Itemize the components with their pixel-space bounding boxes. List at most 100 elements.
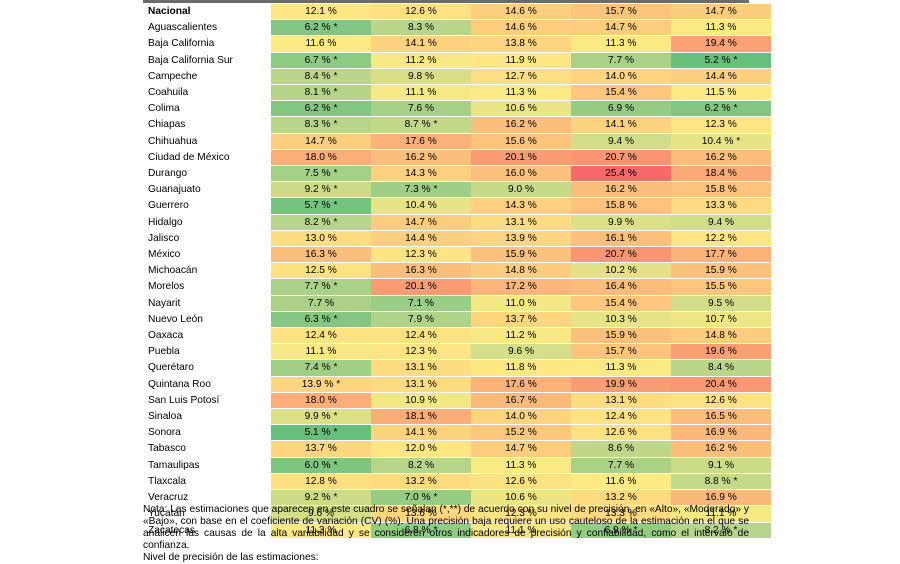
value-cell: 12.3 % xyxy=(471,505,571,523)
value-cell: 16.2 % xyxy=(571,181,671,199)
table-row: Baja California Sur 6.7 % * 11.2 % 11.9 % 7.… xyxy=(143,52,771,69)
value-cell: 11.3 % xyxy=(571,359,671,377)
value-cell: 14.1 % xyxy=(371,424,471,442)
value-cell: 14.0 % xyxy=(471,408,571,426)
value-cell: 15.7 % xyxy=(571,4,671,21)
value-cell: 14.4 % xyxy=(371,230,471,248)
value-cell: 12.6 % xyxy=(471,473,571,491)
value-cell: 8.3 % xyxy=(371,19,471,37)
table-row: Morelos 7.7 % * 20.1 % 17.2 % 16.4 % 15.5 % xyxy=(143,278,771,296)
value-cell: 13.8 % xyxy=(471,35,571,53)
value-cell: 11.2 % xyxy=(371,52,471,69)
table-row: Tlaxcala 12.8 % 13.2 % 12.6 % 11.6 % 8.8 % * xyxy=(143,473,771,491)
value-cell: 8.8 % * xyxy=(671,473,771,491)
state-name: Oaxaca xyxy=(143,327,271,345)
value-cell: 15.9 % xyxy=(671,262,771,280)
table-row: Sinaloa 9.9 % * 18.1 % 14.0 % 12.4 % 16.5 % xyxy=(143,408,771,426)
table-row: Puebla 11.1 % 12.3 % 9.6 % 15.7 % 19.6 % xyxy=(143,343,771,361)
value-cell: 13.9 % xyxy=(471,230,571,248)
table-row: Colima 6.2 % * 7.6 % 10.6 % 6.9 % 6.2 % * xyxy=(143,100,771,118)
value-cell: 8.3 % * xyxy=(271,116,371,134)
value-cell: 11.3 % xyxy=(271,522,371,539)
value-cell: 13.3 % xyxy=(571,505,671,523)
state-name: Guanajuato xyxy=(143,181,271,199)
value-cell: 15.8 % xyxy=(571,197,671,215)
state-name: Tabasco xyxy=(143,440,271,458)
table-row: Ciudad de México 18.0 % 16.2 % 20.1 % 20.7 %… xyxy=(143,149,771,167)
value-cell: 16.2 % xyxy=(671,440,771,458)
value-cell: 12.6 % xyxy=(571,424,671,442)
value-cell: 20.1 % xyxy=(371,278,471,296)
table-row: Nuevo León 6.3 % * 7.9 % 13.7 % 10.3 % 10.7 % xyxy=(143,311,771,329)
table-row: Tabasco 13.7 % 12.0 % 14.7 % 8.6 % 16.2 % xyxy=(143,440,771,458)
value-cell: 11.5 % xyxy=(671,84,771,102)
value-cell: 19.4 % xyxy=(671,35,771,53)
value-cell: 11.6 % xyxy=(271,35,371,53)
value-cell: 6.2 % * xyxy=(671,100,771,118)
value-cell: 7.7 % * xyxy=(271,278,371,296)
value-cell: 8.6 % xyxy=(571,440,671,458)
value-cell: 18.0 % xyxy=(271,149,371,167)
value-cell: 7.5 % * xyxy=(271,165,371,183)
value-cell: 15.4 % xyxy=(571,84,671,102)
value-cell: 11.3 % xyxy=(571,35,671,53)
state-name: Hidalgo xyxy=(143,214,271,231)
value-cell: 10.7 % xyxy=(671,311,771,329)
value-cell: 10.2 % xyxy=(571,262,671,280)
table-row: Veracruz 9.2 % * 7.0 % * 10.6 % 13.2 % 16.9 % xyxy=(143,489,771,507)
state-name: Morelos xyxy=(143,278,271,296)
value-cell: 17.6 % xyxy=(471,376,571,393)
value-cell: 20.4 % xyxy=(671,376,771,393)
value-cell: 14.7 % xyxy=(471,440,571,458)
value-cell: 13.9 % * xyxy=(271,376,371,393)
table-row: San Luis Potosí 18.0 % 10.9 % 16.7 % 13.1 % 1… xyxy=(143,392,771,410)
value-cell: 18.1 % xyxy=(371,408,471,426)
value-cell: 8.2 % * xyxy=(671,522,771,539)
state-name: Aguascalientes xyxy=(143,19,271,37)
value-cell: 7.9 % xyxy=(371,311,471,329)
value-cell: 13.1 % xyxy=(471,214,571,231)
table-row: México 16.3 % 12.3 % 15.9 % 20.7 % 17.7 % xyxy=(143,246,771,264)
value-cell: 14.0 % xyxy=(571,68,671,86)
value-cell: 8.2 % xyxy=(371,457,471,474)
value-cell: 6.8 % * xyxy=(371,522,471,539)
value-cell: 14.3 % xyxy=(371,165,471,183)
state-name: Nacional xyxy=(143,4,271,21)
table-row: Querétaro 7.4 % * 13.1 % 11.8 % 11.3 % 8.4 % xyxy=(143,359,771,377)
value-cell: 14.8 % xyxy=(671,327,771,345)
value-cell: 19.6 % xyxy=(671,343,771,361)
table-row: Sonora 5.1 % * 14.1 % 15.2 % 12.6 % 16.9 % xyxy=(143,424,771,442)
state-name: Campeche xyxy=(143,68,271,86)
value-cell: 16.9 % xyxy=(671,424,771,442)
value-cell: 17.2 % xyxy=(471,278,571,296)
value-cell: 12.4 % xyxy=(371,327,471,345)
value-cell: 14.7 % xyxy=(571,19,671,37)
value-cell: 5.1 % * xyxy=(271,424,371,442)
value-cell: 9.5 % xyxy=(671,295,771,312)
value-cell: 11.9 % xyxy=(471,52,571,69)
value-cell: 12.0 % xyxy=(371,440,471,458)
value-cell: 8.1 % * xyxy=(271,84,371,102)
table-row: Chihuahua 14.7 % 17.6 % 15.6 % 9.4 % 10.4 % * xyxy=(143,133,771,150)
value-cell: 12.7 % xyxy=(471,68,571,86)
value-cell: 14.6 % xyxy=(471,19,571,37)
value-cell: 9.4 % xyxy=(671,214,771,231)
state-name: Sonora xyxy=(143,424,271,442)
value-cell: 9.6 % xyxy=(471,343,571,361)
state-name: Baja California xyxy=(143,35,271,53)
value-cell: 18.4 % xyxy=(671,165,771,183)
value-cell: 16.1 % xyxy=(571,230,671,248)
value-cell: 18.0 % xyxy=(271,392,371,410)
value-cell: 5.7 % * xyxy=(271,197,371,215)
state-name: Jalisco xyxy=(143,230,271,248)
state-name: Tlaxcala xyxy=(143,473,271,491)
value-cell: 20.7 % xyxy=(571,149,671,167)
value-cell: 11.8 % xyxy=(471,359,571,377)
value-cell: 16.2 % xyxy=(371,149,471,167)
state-name: Durango xyxy=(143,165,271,183)
value-cell: 14.8 % xyxy=(471,262,571,280)
value-cell: 14.3 % xyxy=(471,197,571,215)
precision-level-note: Nivel de precisión de las estimaciones: xyxy=(143,552,319,563)
value-cell: 12.4 % xyxy=(271,327,371,345)
value-cell: 11.0 % xyxy=(471,295,571,312)
